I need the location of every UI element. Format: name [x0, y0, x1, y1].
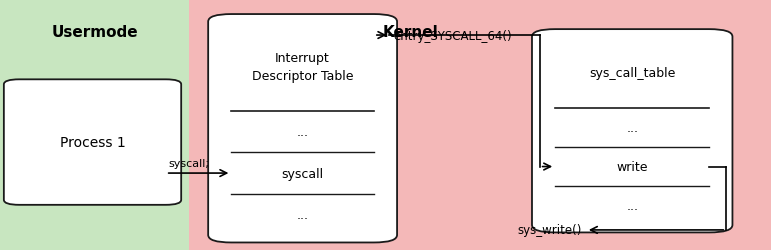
Text: syscall;: syscall;	[168, 158, 209, 168]
Bar	[0, 0, 189, 250]
Text: Interrupt
Descriptor Table: Interrupt Descriptor Table	[252, 52, 353, 82]
Text: ...: ...	[297, 208, 308, 221]
Text: Process 1: Process 1	[59, 136, 126, 149]
Text: ...: ...	[626, 199, 638, 212]
Text: write: write	[617, 160, 648, 173]
FancyBboxPatch shape	[4, 80, 181, 205]
Text: sys_write(): sys_write()	[518, 224, 582, 236]
Text: ...: ...	[297, 126, 308, 139]
Text: entry_SYSCALL_64(): entry_SYSCALL_64()	[393, 30, 512, 42]
FancyBboxPatch shape	[208, 15, 397, 242]
Text: syscall: syscall	[281, 167, 324, 180]
FancyBboxPatch shape	[532, 30, 732, 232]
Text: ...: ...	[626, 122, 638, 134]
Text: Kernel: Kernel	[382, 25, 438, 40]
Bar	[189, 0, 771, 250]
Text: Usermode: Usermode	[51, 25, 138, 40]
Text: sys_call_table: sys_call_table	[589, 67, 675, 80]
